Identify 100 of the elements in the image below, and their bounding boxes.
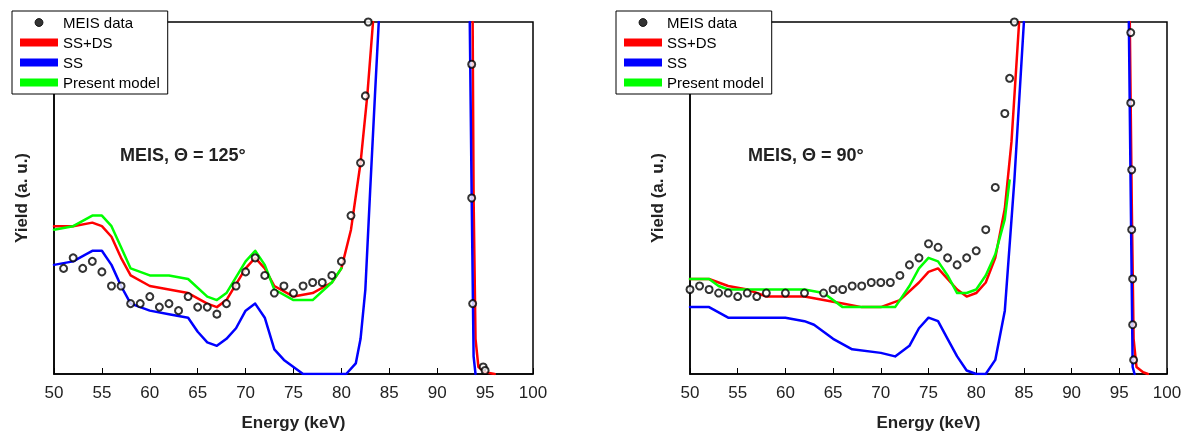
annotation: MEIS, Θ = 90° [748,145,864,165]
point [704,285,714,295]
point [933,242,943,252]
legend-label: SS+DS [63,34,113,51]
point [828,285,838,295]
point [895,270,905,280]
legend-label: MEIS data [63,14,134,31]
x-tick-label: 85 [1014,383,1034,402]
legend-label: MEIS data [667,14,738,31]
point [106,281,116,291]
point [68,253,78,263]
point [116,281,126,291]
point [360,91,370,101]
point [317,277,327,287]
point [1127,165,1137,175]
point [327,270,337,280]
x-tick-label: 95 [1109,383,1129,402]
point [904,260,914,270]
point [269,288,279,298]
point [962,253,972,263]
point [761,288,771,298]
point [202,302,212,312]
point [1009,17,1019,27]
point [183,292,193,302]
point [279,281,289,291]
x-tick-label: 50 [680,383,700,402]
point [819,288,829,298]
x-tick-label: 70 [871,383,891,402]
point [346,211,356,221]
point [1129,355,1139,365]
x-tick-label: 85 [379,383,399,402]
point [289,288,298,298]
point [971,246,981,256]
point [467,193,477,203]
point [1005,73,1015,83]
x-tick-label: 65 [823,383,843,402]
x-tick-label: 90 [1062,383,1082,402]
x-tick-label: 80 [966,383,986,402]
point [154,302,164,312]
x-tick-label: 100 [518,383,548,402]
point [135,299,145,309]
point [1128,320,1138,330]
point [336,256,346,266]
point [164,299,174,309]
point [780,288,790,298]
point [97,267,107,277]
x-axis-title: Energy (keV) [876,413,981,432]
point [714,288,724,298]
point [866,277,876,287]
x-tick-label: 75 [284,383,303,402]
y-axis-title: Yield (a. u.) [12,152,31,244]
legend-label: SS+DS [667,34,717,51]
point [193,302,203,312]
legend-label: SS [63,54,84,71]
point [885,277,895,287]
point [685,285,695,295]
x-tick-label: 55 [92,383,112,402]
point [126,299,136,309]
point [174,306,184,316]
x-tick-label: 80 [331,383,351,402]
point [723,288,733,298]
point [1126,28,1136,38]
point [952,260,962,270]
x-tick-label: 100 [1152,383,1182,402]
point [857,281,867,291]
x-tick-label: 90 [427,383,447,402]
x-tick-label: 70 [236,383,256,402]
legend-label: Present model [667,74,764,91]
point [838,285,848,295]
point [1126,98,1136,108]
point [1000,109,1010,119]
point [59,263,69,273]
point [752,292,762,302]
x-tick-label: 50 [44,383,64,402]
point [799,288,809,298]
point [876,277,886,287]
x-tick-label: 95 [475,383,495,402]
point [260,270,270,280]
point [308,277,318,287]
annotation: MEIS, Θ = 125° [120,145,246,165]
point [241,267,251,277]
point [87,256,97,266]
point [468,299,478,309]
point [250,253,260,263]
point [914,253,924,263]
point [981,225,991,235]
x-tick-label: 60 [775,383,795,402]
point [924,239,933,249]
legend-label: Present model [63,74,160,91]
x-tick-label: 75 [919,383,938,402]
point [298,281,308,291]
point [990,182,1000,192]
point [231,281,241,291]
point [356,158,366,168]
point [742,288,752,298]
y-axis-title: Yield (a. u.) [648,152,667,244]
legend-label: SS [667,54,688,71]
point [363,17,373,27]
point [733,292,743,302]
point [1128,274,1138,284]
